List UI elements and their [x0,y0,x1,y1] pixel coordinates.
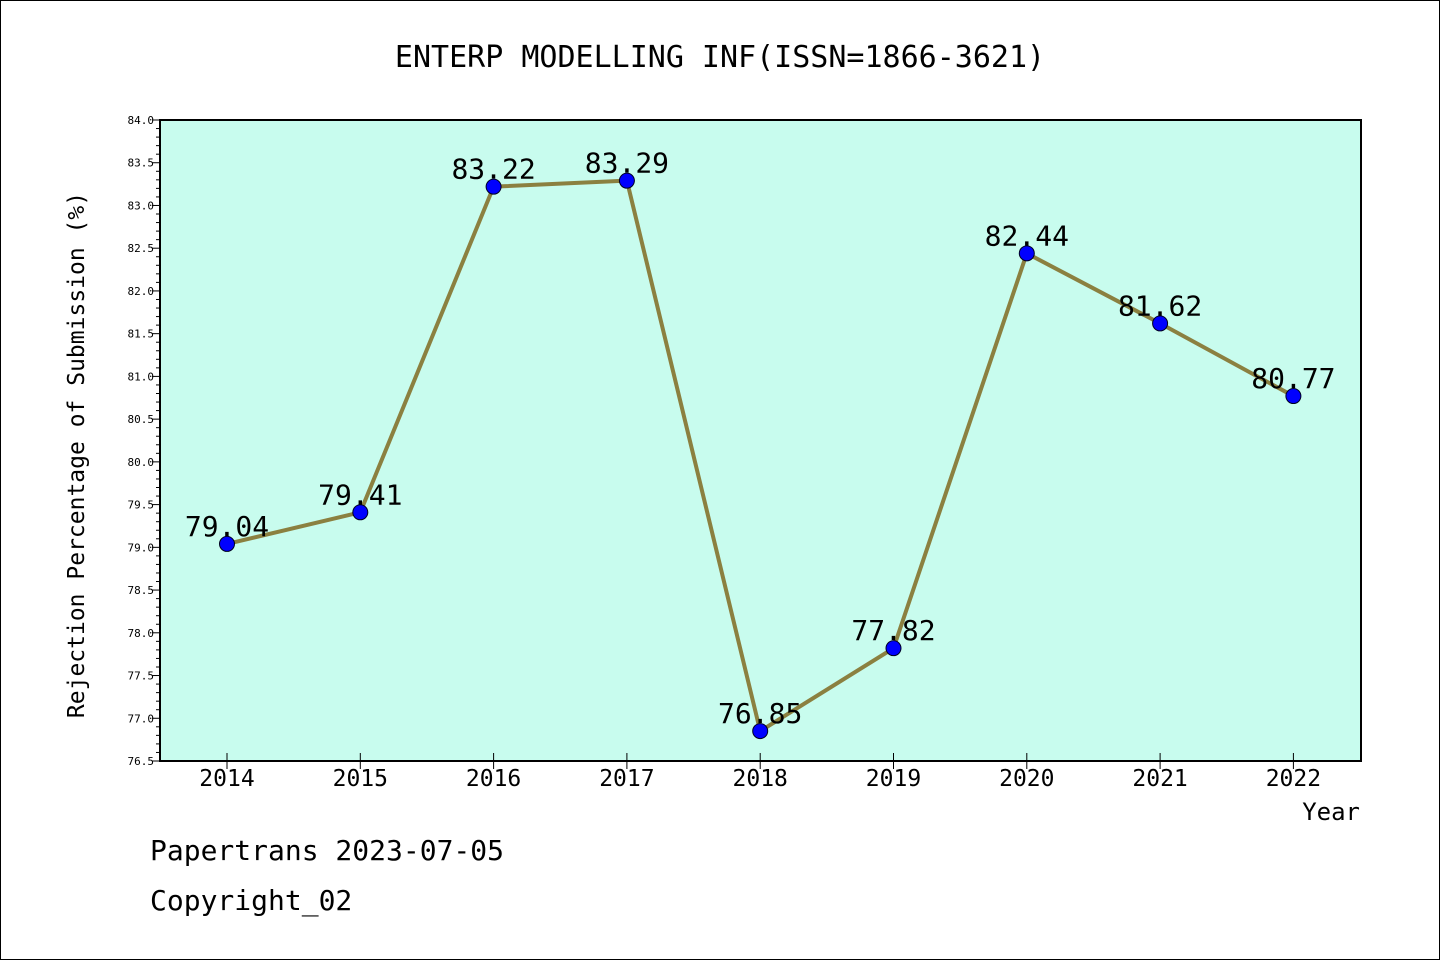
chart-title: ENTERP MODELLING INF(ISSN=1866-3621) [395,40,1045,75]
y-tick-label: 76.5 [128,755,155,768]
y-tick-label: 82.5 [128,242,155,255]
y-tick-label: 78.0 [128,627,155,640]
x-tick-label: 2015 [333,766,388,792]
data-point [1285,388,1302,405]
footer-copyright: Copyright_02 [150,884,353,917]
data-label: 79.04 [185,510,269,543]
y-tick-label: 82.0 [128,285,155,298]
x-tick-label: 2021 [1132,766,1187,792]
footer-date: Papertrans 2023-07-05 [150,834,505,867]
data-point [219,535,235,552]
y-tick-label: 78.5 [128,584,155,597]
y-tick-label: 80.0 [128,456,155,469]
x-tick-label: 2019 [866,766,921,792]
y-tick-label: 80.5 [128,413,155,426]
series-markers [219,172,1302,740]
y-tick-label: 81.5 [128,328,155,341]
data-point [1152,315,1169,332]
x-tick-label: 2022 [1266,766,1321,792]
y-tick-label: 77.0 [128,712,155,725]
data-point [485,178,502,195]
data-label: 79.41 [318,478,402,511]
x-tick-label: 2017 [599,766,654,792]
y-tick-label: 84.0 [128,114,155,127]
y-tick-label: 81.0 [128,370,155,383]
data-label: 77.82 [851,614,935,647]
x-tick-label: 2018 [733,766,788,792]
plot-area [159,119,1362,762]
data-label: 80.77 [1251,362,1335,395]
data-label: 76.85 [718,697,802,730]
y-tick-label: 79.0 [128,541,155,554]
y-tick-label: 83.5 [128,157,155,170]
x-axis: 2014 2015 2016 2017 2018 2019 2020 2021 2022 [199,753,1321,792]
x-axis-label: Year [1302,798,1360,826]
data-label: 82.44 [985,219,1069,252]
x-tick-label: 2014 [199,766,254,792]
y-tick-label: 79.5 [128,499,155,512]
data-label: 83.22 [451,153,535,186]
data-point [885,640,902,657]
data-labels: 79.04 79.41 83.22 83.29 76.85 77.82 82.44 81.62… [185,147,1336,730]
y-axis-label: Rejection Percentage of Submission (%) [64,192,90,718]
data-point [752,723,769,740]
data-point [1018,245,1035,262]
y-tick-label: 83.0 [128,199,155,212]
y-tick-label: 77.5 [128,670,155,683]
x-tick-label: 2016 [466,766,521,792]
data-point [352,504,369,521]
x-tick-label: 2020 [999,766,1054,792]
data-label: 83.29 [585,147,669,180]
data-point [618,172,635,189]
y-axis: 76.5 77.0 77.5 78.0 78.5 79.0 79.5 80.0 80.5 81.0… [128,114,160,768]
data-label: 81.62 [1118,289,1202,322]
